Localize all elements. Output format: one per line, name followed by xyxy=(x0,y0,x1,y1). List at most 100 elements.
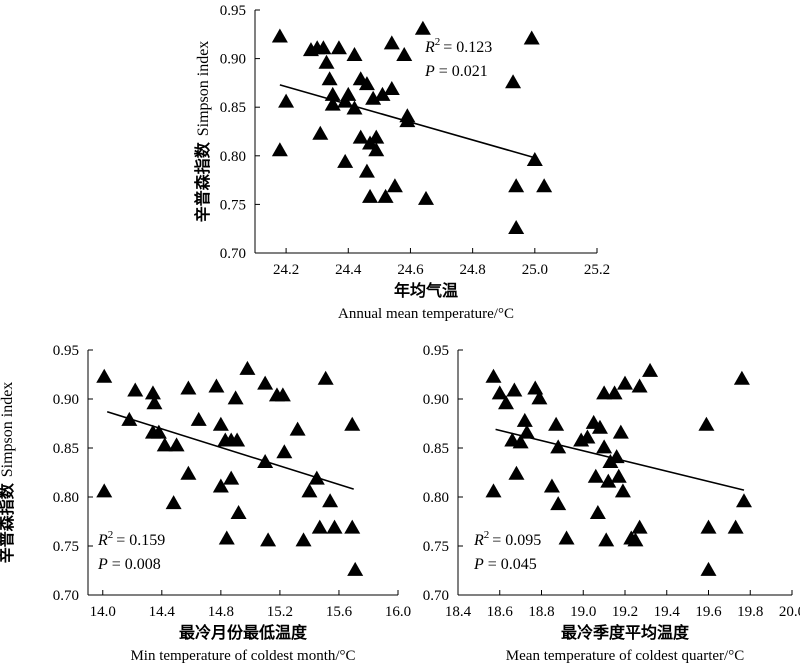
data-point xyxy=(227,390,244,405)
data-point xyxy=(485,368,502,383)
data-point xyxy=(368,142,385,157)
r-symbol: R xyxy=(424,39,435,56)
data-point xyxy=(396,47,413,62)
r-squared-label: R2 = 0.159 xyxy=(97,529,165,549)
data-point xyxy=(274,387,291,402)
data-point xyxy=(550,496,567,511)
data-point xyxy=(700,561,717,576)
data-point xyxy=(491,385,508,400)
scatter-panel-2: 0.70 0.75 0.80 0.85 0.90 0.95 14.0 14.4 14.8 15.2… xyxy=(0,343,411,664)
x-tick-label: 24.2 xyxy=(273,262,299,278)
x-tick-label: 14.4 xyxy=(149,604,176,620)
r-superscript: 2 xyxy=(484,529,490,541)
data-point xyxy=(733,370,750,385)
y-tick-label: 0.95 xyxy=(53,343,79,359)
data-point xyxy=(127,382,144,397)
data-point xyxy=(295,532,312,547)
data-point xyxy=(347,561,364,576)
p-value: = 0.021 xyxy=(439,63,488,80)
data-point xyxy=(230,504,247,519)
data-point xyxy=(257,375,274,390)
y-axis-title-cn: 辛普森指数 xyxy=(0,482,16,563)
data-point xyxy=(326,519,343,534)
x-tick-label: 19.0 xyxy=(570,604,596,620)
data-point xyxy=(612,424,629,439)
p-value-label: P = 0.021 xyxy=(424,63,488,80)
data-point xyxy=(271,142,288,157)
x-axis-title-en: Annual mean temperature/°C xyxy=(338,306,514,322)
x-axis-title-cn: 最冷季度平均温度 xyxy=(561,623,690,642)
data-point xyxy=(700,519,717,534)
data-point xyxy=(321,71,338,86)
y-tick-label: 0.90 xyxy=(53,392,79,408)
r-squared-value: = 0.095 xyxy=(492,532,541,549)
data-point xyxy=(308,470,325,485)
data-point xyxy=(550,439,567,454)
data-point xyxy=(340,86,357,101)
regression-line xyxy=(106,410,354,490)
data-point xyxy=(527,380,544,395)
data-point xyxy=(346,100,363,115)
y-axis-title: 辛普森指数 Simpson index xyxy=(0,382,16,564)
y-tick-label: 0.75 xyxy=(423,539,449,555)
data-point xyxy=(608,449,625,464)
data-point xyxy=(344,519,361,534)
data-point xyxy=(383,81,400,96)
data-point xyxy=(596,439,613,454)
data-point xyxy=(96,483,113,498)
data-point xyxy=(523,30,540,45)
p-value-label: P = 0.045 xyxy=(473,556,537,573)
data-point xyxy=(312,125,329,140)
data-point xyxy=(518,424,535,439)
x-tick-label: 24.6 xyxy=(397,262,424,278)
data-point xyxy=(627,532,644,547)
data-point xyxy=(512,434,529,449)
data-point xyxy=(418,190,434,205)
data-point xyxy=(631,378,648,393)
x-axis-title-en: Mean temperature of coldest quarter/°C xyxy=(506,648,744,664)
p-value: = 0.045 xyxy=(488,556,537,573)
p-symbol: P xyxy=(97,556,108,573)
p-symbol: P xyxy=(473,556,484,573)
x-tick-label: 19.8 xyxy=(737,604,763,620)
data-point xyxy=(229,432,246,447)
data-point xyxy=(374,86,391,101)
y-tick-label: 0.85 xyxy=(423,441,449,457)
data-point xyxy=(271,28,288,43)
data-point xyxy=(606,385,623,400)
data-point xyxy=(278,93,295,108)
y-axis-title-cn: 辛普森指数 xyxy=(193,141,212,222)
data-point xyxy=(587,468,604,483)
data-point xyxy=(223,470,240,485)
data-point xyxy=(150,424,167,439)
data-point xyxy=(346,47,363,62)
data-point xyxy=(121,411,138,426)
data-point xyxy=(377,188,394,203)
data-point xyxy=(180,380,197,395)
data-point xyxy=(337,153,354,168)
x-tick-label: 18.8 xyxy=(528,604,554,620)
r-squared-value: = 0.123 xyxy=(443,39,492,56)
data-point xyxy=(324,86,341,101)
data-point xyxy=(239,360,256,375)
data-point xyxy=(212,416,229,431)
data-point xyxy=(698,416,715,431)
data-point xyxy=(506,382,523,397)
data-point xyxy=(276,444,293,459)
data-point xyxy=(322,493,339,508)
data-point xyxy=(212,478,229,493)
data-point xyxy=(508,178,525,193)
y-axis-title-en: Simpson index xyxy=(0,382,16,478)
y-tick-label: 0.75 xyxy=(53,539,79,555)
data-point xyxy=(531,390,548,405)
y-tick-label: 0.70 xyxy=(53,588,79,604)
data-point xyxy=(311,519,328,534)
scatter-panel-3: 0.70 0.75 0.80 0.85 0.90 0.95 18.4 18.6 18.8 19.0… xyxy=(423,343,800,664)
data-point xyxy=(146,395,163,410)
x-tick-label: 19.6 xyxy=(695,604,722,620)
x-tick-label: 24.4 xyxy=(335,262,362,278)
data-point xyxy=(318,54,335,69)
x-tick-label: 18.4 xyxy=(445,604,472,620)
y-tick-label: 0.80 xyxy=(220,149,246,165)
r-superscript: 2 xyxy=(108,529,114,541)
